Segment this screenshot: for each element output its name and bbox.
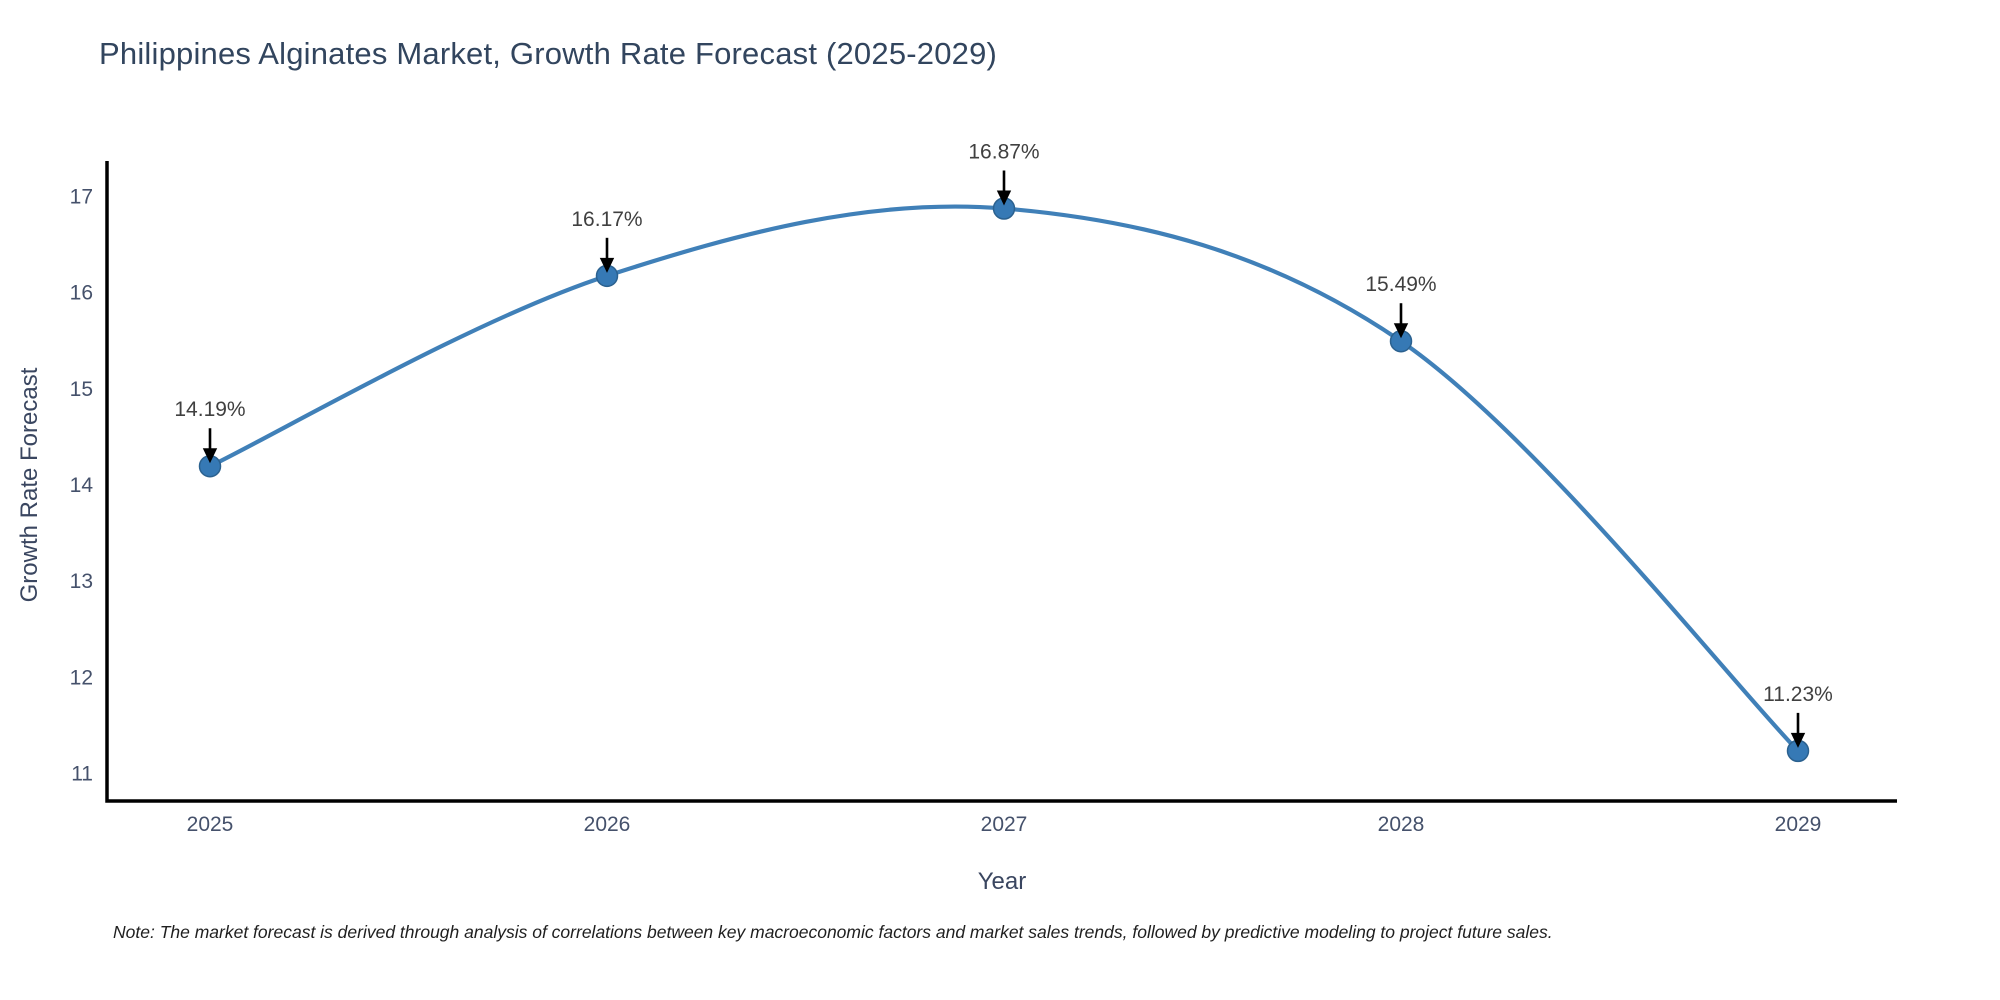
point-label: 16.87% <box>968 141 1039 164</box>
y-tick-label: 13 <box>70 570 93 593</box>
y-tick-label: 11 <box>71 763 93 786</box>
point-annotation-2025: 14.19% <box>174 398 246 464</box>
x-axis-title: Year <box>977 868 1027 895</box>
point-annotation-2028: 15.49% <box>1365 273 1437 339</box>
x-tick-label: 2029 <box>1775 813 1822 836</box>
point-label: 16.17% <box>571 208 642 231</box>
point-annotation-2027: 16.87% <box>968 141 1040 206</box>
annotation-arrowhead-icon <box>996 190 1012 206</box>
y-tick-label: 12 <box>70 666 93 689</box>
forecast-line <box>207 204 1801 753</box>
x-tick-label: 2025 <box>187 813 234 836</box>
y-tick-label: 15 <box>70 378 93 401</box>
point-annotation-2026: 16.17% <box>571 208 643 273</box>
x-tick-label: 2027 <box>981 813 1028 836</box>
y-tick-label: 14 <box>70 474 94 497</box>
annotation-arrowhead-icon <box>202 448 218 464</box>
x-tick-label: 2026 <box>584 813 631 836</box>
footnote: Note: The market forecast is derived thr… <box>113 922 1553 942</box>
point-label: 11.23% <box>1763 683 1833 706</box>
annotation-arrowhead-icon <box>1393 323 1409 339</box>
point-annotation-2029: 11.23% <box>1763 683 1833 748</box>
y-tick-label: 16 <box>70 282 93 305</box>
chart-title: Philippines Alginates Market, Growth Rat… <box>99 36 998 71</box>
y-tick-label: 17 <box>70 186 93 209</box>
point-label: 14.19% <box>174 398 245 421</box>
annotation-arrowhead-icon <box>599 257 615 273</box>
annotation-arrowhead-icon <box>1790 732 1806 748</box>
point-label: 15.49% <box>1365 273 1436 296</box>
x-tick-label: 2028 <box>1378 813 1425 836</box>
axis-lines <box>105 161 1897 803</box>
